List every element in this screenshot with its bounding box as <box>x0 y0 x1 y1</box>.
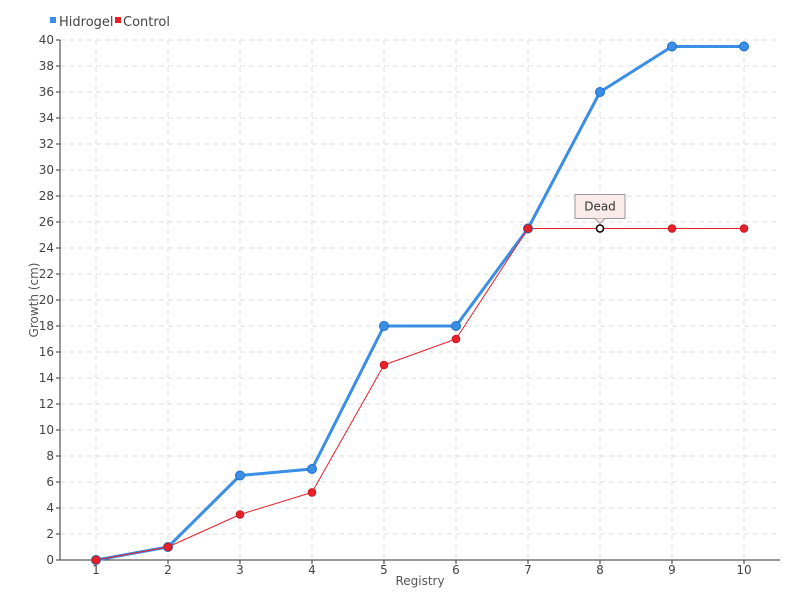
series <box>91 41 749 565</box>
highlighted-point[interactable] <box>595 224 605 233</box>
y-tick-label: 22 <box>39 267 54 281</box>
y-tick-label: 10 <box>39 423 54 437</box>
y-tick-label: 12 <box>39 397 54 411</box>
x-tick-labels: 1 2 3 4 5 6 7 8 9 10 <box>92 560 752 577</box>
data-point-hidrogel[interactable] <box>451 321 461 331</box>
data-point-hidrogel[interactable] <box>235 470 245 481</box>
y-tick-label: 34 <box>39 111 54 125</box>
y-tick-label: 16 <box>39 345 54 359</box>
x-tick-label: 2 <box>164 563 172 577</box>
data-point-control[interactable] <box>523 224 533 233</box>
data-point-hidrogel[interactable] <box>595 87 605 97</box>
x-tick-label: 6 <box>452 563 460 577</box>
y-tick-label: 40 <box>39 33 54 47</box>
y-tick-label: 24 <box>39 241 54 255</box>
annotation: Dead <box>574 194 626 233</box>
y-tick-label: 20 <box>39 293 54 307</box>
series-line-control <box>95 228 744 561</box>
x-tick-label: 5 <box>380 563 388 577</box>
x-tick-label: 9 <box>668 563 676 577</box>
data-point-control[interactable] <box>163 542 173 552</box>
legend: Hidrogel Control <box>50 15 170 30</box>
grid <box>60 39 780 560</box>
data-point-control[interactable] <box>739 224 749 233</box>
y-tick-label: 8 <box>46 449 54 463</box>
data-point-hidrogel[interactable] <box>667 41 677 52</box>
y-axis-label: Growth (cm) <box>27 263 41 338</box>
data-point-control[interactable] <box>307 488 317 497</box>
data-point-control[interactable] <box>235 510 245 519</box>
x-tick-label: 7 <box>524 563 532 577</box>
y-tick-label: 2 <box>46 527 54 541</box>
y-tick-label: 28 <box>39 189 54 203</box>
y-tick-label: 26 <box>39 215 54 229</box>
data-point-hidrogel[interactable] <box>307 464 317 474</box>
data-point-hidrogel[interactable] <box>379 321 389 331</box>
x-tick-label: 3 <box>236 563 244 577</box>
tooltip-pointer <box>594 218 606 225</box>
y-tick-label: 4 <box>46 501 54 515</box>
y-tick-label: 36 <box>39 85 54 99</box>
data-point-control[interactable] <box>379 360 389 370</box>
y-tick-label: 6 <box>46 475 54 489</box>
x-tick-label: 8 <box>596 563 604 577</box>
x-tick-label: 10 <box>736 563 751 577</box>
tooltip-box <box>574 194 626 219</box>
y-tick-label: 14 <box>39 371 54 385</box>
y-tick-label: 0 <box>46 553 54 567</box>
legend-swatch-hidrogel <box>50 17 56 23</box>
x-tick-label: 4 <box>308 563 316 577</box>
data-point-control[interactable] <box>91 555 101 565</box>
data-point-control[interactable] <box>451 334 461 344</box>
data-point-control[interactable] <box>667 224 677 233</box>
legend-label-hidrogel: Hidrogel <box>59 15 114 30</box>
x-tick-label: 1 <box>92 563 100 577</box>
x-axis-label: Registry <box>395 574 444 588</box>
legend-label-control: Control <box>123 15 170 30</box>
series-line-hidrogel <box>95 45 744 562</box>
data-point-hidrogel[interactable] <box>739 41 749 52</box>
y-tick-label: 32 <box>39 137 54 151</box>
y-tick-label: 30 <box>39 163 54 177</box>
tooltip-label: Dead <box>584 200 616 214</box>
y-tick-label: 18 <box>39 319 54 333</box>
legend-swatch-control <box>115 17 121 23</box>
y-tick-label: 38 <box>39 59 54 73</box>
